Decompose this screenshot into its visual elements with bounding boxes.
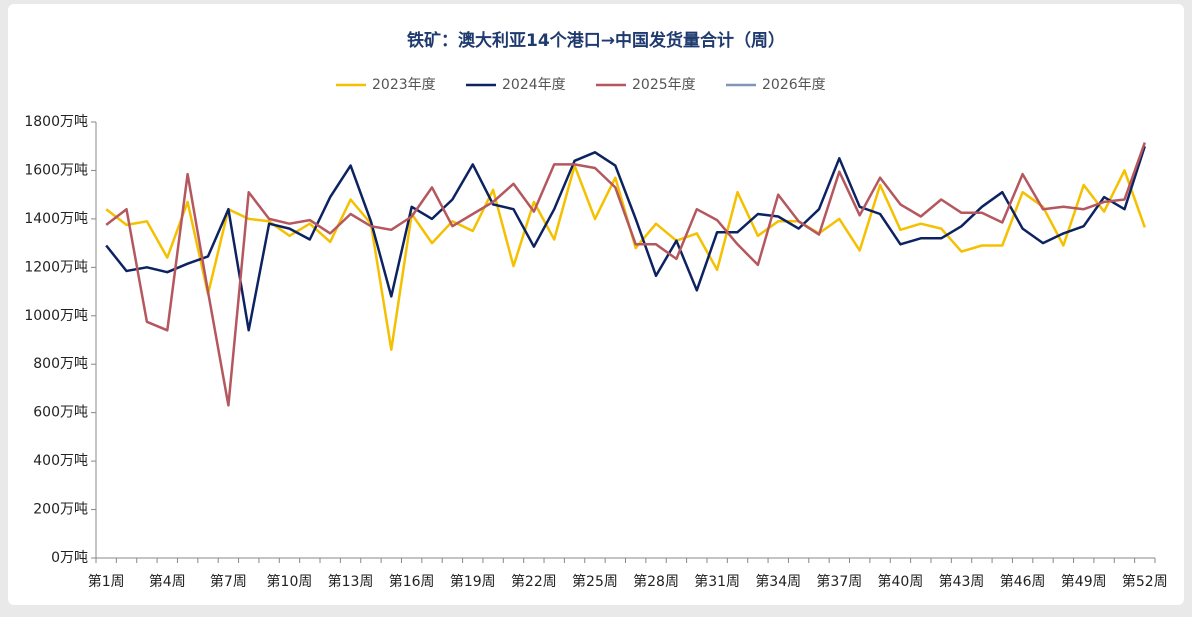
x-tick-label: 第37周 <box>816 573 862 590</box>
x-tick-label: 第46周 <box>1000 573 1046 590</box>
chart-title: 铁矿：澳大利亚14个港口→中国发货量合计（周） <box>407 30 785 51</box>
series-line <box>105 142 1146 407</box>
x-tick-label: 第19周 <box>450 573 496 590</box>
x-tick-label: 第4周 <box>149 573 186 590</box>
y-tick-label: 600万吨 <box>33 405 88 421</box>
x-tick-label: 第10周 <box>267 573 313 590</box>
y-tick-label: 1000万吨 <box>24 308 88 324</box>
y-tick-label: 200万吨 <box>33 502 88 518</box>
x-tick-label: 第1周 <box>88 573 125 590</box>
x-tick-label: 第7周 <box>210 573 247 590</box>
x-tick-label: 第16周 <box>389 573 435 590</box>
y-tick-label: 1400万吨 <box>24 211 88 227</box>
x-tick-label: 第40周 <box>878 573 924 590</box>
chart-card <box>8 4 1184 605</box>
x-tick-label: 第49周 <box>1061 573 1107 590</box>
legend-label: 2025年度 <box>632 77 696 93</box>
x-tick-label: 第31周 <box>694 573 740 590</box>
series-line <box>105 145 1146 332</box>
x-tick-label: 第13周 <box>328 573 374 590</box>
y-tick-label: 1600万吨 <box>24 162 88 178</box>
y-tick-label: 1200万吨 <box>24 259 88 275</box>
x-tick-label: 第25周 <box>572 573 618 590</box>
x-tick-label: 第43周 <box>939 573 985 590</box>
x-tick-label: 第28周 <box>633 573 679 590</box>
y-tick-label: 400万吨 <box>33 453 88 469</box>
x-tick-label: 第52周 <box>1122 573 1168 590</box>
x-tick-label: 第22周 <box>511 573 557 590</box>
y-tick-label: 800万吨 <box>33 356 88 372</box>
x-tick-label: 第34周 <box>755 573 801 590</box>
legend-label: 2023年度 <box>372 77 436 93</box>
y-tick-label: 0万吨 <box>51 550 88 566</box>
legend-label: 2024年度 <box>502 77 566 93</box>
y-tick-label: 1800万吨 <box>24 114 88 130</box>
legend-label: 2026年度 <box>762 77 826 93</box>
